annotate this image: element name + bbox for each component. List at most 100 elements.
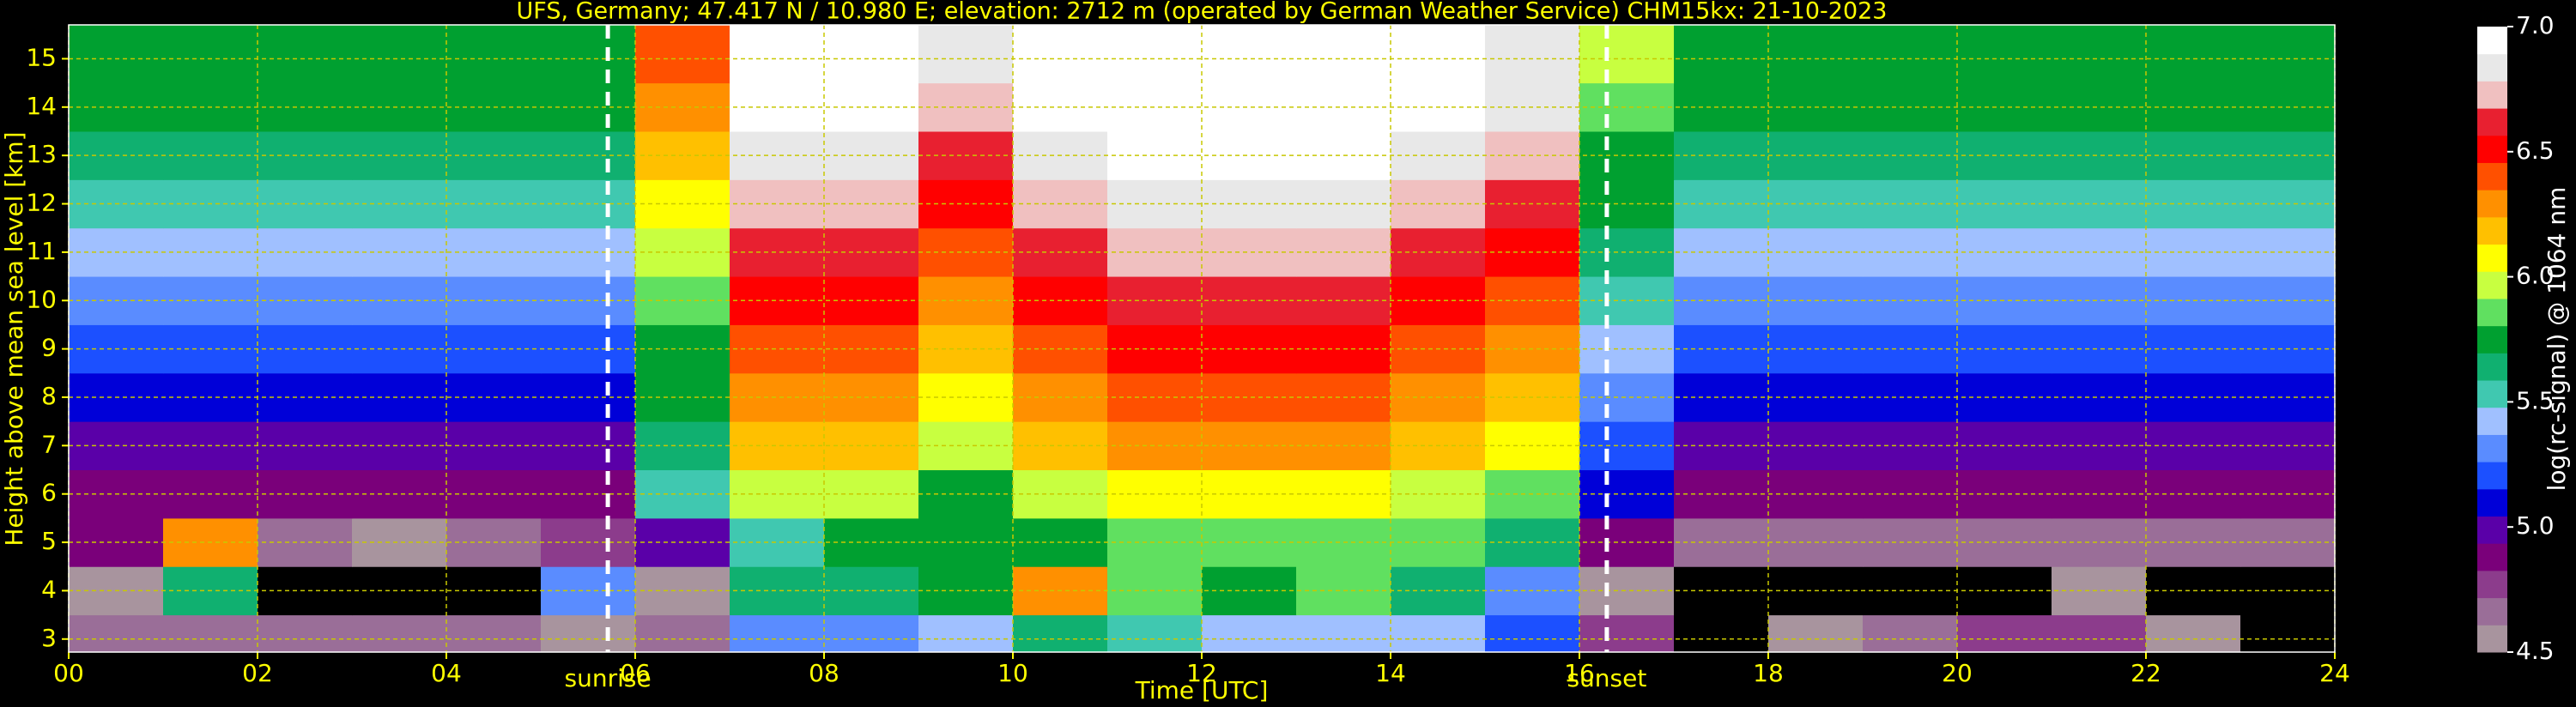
x-tick-label: 14 [1375, 659, 1406, 687]
heatmap-cell [1579, 276, 1675, 325]
x-tick-label: 02 [242, 659, 273, 687]
y-tick-label: 4 [41, 575, 57, 603]
heatmap-cell [352, 130, 447, 180]
colorbar-tick-label: 6.0 [2516, 262, 2555, 290]
heatmap-cell [1202, 372, 1297, 422]
x-tick-label: 08 [809, 659, 839, 687]
colorbar-swatch [2477, 135, 2507, 163]
heatmap-cell [635, 25, 730, 84]
heatmap-cell [2052, 82, 2147, 132]
heatmap-cell [1674, 25, 1769, 84]
heatmap-cell [2052, 517, 2147, 567]
colorbar-swatch [2477, 462, 2507, 490]
heatmap-cell [352, 372, 447, 422]
colorbar-tick-label: 4.5 [2516, 637, 2555, 665]
heatmap-cell [2052, 421, 2147, 471]
heatmap-cell [918, 614, 1014, 653]
heatmap-cell [1579, 421, 1675, 471]
heatmap-cell [352, 517, 447, 567]
colorbar-label: log(rc-signal) @ 1064 nm [2543, 187, 2571, 492]
heatmap-cell [1391, 25, 1486, 84]
y-tick-label: 12 [26, 189, 57, 217]
heatmap-cell [1296, 25, 1391, 84]
heatmap-cell [730, 324, 825, 374]
heatmap-cell [446, 614, 542, 653]
y-tick-label: 8 [41, 382, 57, 410]
y-axis-label: Height above mean sea level [km] [0, 131, 28, 546]
heatmap-cell [1107, 25, 1203, 84]
colorbar-swatch [2477, 597, 2507, 625]
x-tick-label: 04 [431, 659, 462, 687]
heatmap-cell [352, 421, 447, 471]
colorbar-swatch [2477, 298, 2507, 327]
heatmap-cell [730, 179, 825, 229]
heatmap-cell [1579, 469, 1675, 519]
heatmap-cell [2052, 566, 2147, 616]
heatmap-cell [2052, 324, 2147, 374]
heatmap-cell [824, 614, 919, 653]
heatmap-cell [1013, 614, 1108, 653]
heatmap-cell [730, 566, 825, 616]
heatmap-cell [730, 517, 825, 567]
colorbar-swatch [2477, 216, 2507, 245]
heatmap-cell [258, 25, 353, 84]
heatmap-cell [1202, 25, 1297, 84]
heatmap-cell [1202, 130, 1297, 180]
colorbar-swatch [2477, 353, 2507, 381]
heatmap-cell [824, 25, 919, 84]
heatmap-cell [1579, 130, 1675, 180]
y-tick-label: 7 [41, 430, 57, 458]
heatmap-cell [1202, 517, 1297, 567]
heatmap-cell [1202, 421, 1297, 471]
heatmap-cell [258, 614, 353, 653]
colorbar-swatch [2477, 434, 2507, 462]
heatmap-cell [352, 469, 447, 519]
colorbar-swatch [2477, 190, 2507, 218]
heatmap-cell [2052, 179, 2147, 229]
x-tick-label: 24 [2319, 659, 2350, 687]
heatmap-cell [69, 25, 164, 84]
heatmap-cell [1579, 25, 1675, 84]
heatmap-cell [730, 227, 825, 277]
colorbar-swatch [2477, 516, 2507, 544]
x-axis-label: Time [UTC] [1135, 676, 1269, 704]
heatmap-cell [446, 25, 542, 84]
y-tick-label: 10 [26, 285, 57, 313]
heatmap-cell [352, 276, 447, 325]
x-tick-label: 06 [620, 659, 651, 687]
heatmap-cell [1391, 614, 1486, 653]
heatmap-cell [1202, 324, 1297, 374]
colorbar-tick-label: 5.0 [2516, 511, 2555, 540]
heatmap-cell [1013, 25, 1108, 84]
heatmap-cell [2052, 276, 2147, 325]
heatmap-cell [730, 82, 825, 132]
heatmap-cell [163, 614, 258, 653]
heatmap-cell [730, 372, 825, 422]
heatmap-cell [1863, 614, 1958, 653]
colorbar-swatch [2477, 81, 2507, 109]
heatmap-cell [2240, 25, 2336, 84]
heatmap-cell [1579, 227, 1675, 277]
x-tick-label: 16 [1564, 659, 1595, 687]
heatmap-cell [730, 276, 825, 325]
chart-title: UFS, Germany; 47.417 N / 10.980 E; eleva… [517, 0, 1888, 25]
heatmap-cell [1202, 179, 1297, 229]
colorbar-swatch [2477, 625, 2507, 653]
heatmap-cell [730, 421, 825, 471]
y-tick-label: 15 [26, 43, 57, 71]
x-tick-label: 22 [2131, 659, 2161, 687]
plot-frame [68, 24, 2336, 653]
heatmap-cell [1768, 25, 1864, 84]
colorbar-swatch [2477, 380, 2507, 408]
colorbar-tick-label: 6.5 [2516, 136, 2555, 165]
y-tick-label: 6 [41, 479, 57, 507]
heatmap-cell [1579, 566, 1675, 616]
x-tick-label: 00 [53, 659, 84, 687]
heatmap-cell [1202, 469, 1297, 519]
y-tick-label: 3 [41, 624, 57, 652]
x-tick-label: 12 [1186, 659, 1217, 687]
heatmap-cell [2240, 614, 2336, 653]
heatmap-cell [635, 614, 730, 653]
